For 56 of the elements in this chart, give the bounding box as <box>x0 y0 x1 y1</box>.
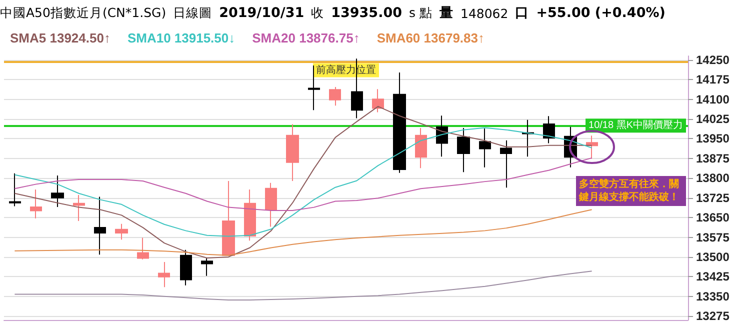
y-tick-label: 13650 <box>696 210 730 225</box>
candlestick <box>286 124 299 182</box>
y-tick-label: 13875 <box>696 151 730 166</box>
text: SMA60 13679.83↑ <box>376 30 484 46</box>
y-tick-label: 13500 <box>696 250 730 264</box>
y-tick-label: 13350 <box>696 289 730 304</box>
candlestick <box>393 72 406 174</box>
y-tick-label: 13425 <box>696 270 730 284</box>
candlestick <box>586 135 598 160</box>
y-tick-label: 13275 <box>696 309 730 324</box>
candlestick <box>415 127 427 169</box>
text: +55.00 (+0.40%) <box>536 5 666 21</box>
ref-line-label: 前高壓力位置 <box>316 64 376 76</box>
text: 148062 <box>460 6 508 20</box>
candlestick <box>137 237 149 260</box>
text: 收 <box>311 4 324 22</box>
candlestick <box>372 88 384 113</box>
candlestick <box>457 127 470 173</box>
candlestick <box>201 258 213 276</box>
chart-title: 中國A50指數近月(CN*1.SG) <box>0 4 166 22</box>
candlestick <box>222 180 235 256</box>
chart-subtitle: 日線圖 <box>173 4 212 22</box>
candlestick <box>265 182 277 228</box>
candlestick <box>30 188 42 219</box>
y-tick-label: 13800 <box>696 171 730 186</box>
candlestick <box>500 140 512 188</box>
text: 2019/10/31 <box>219 5 304 21</box>
annotation: 多空雙方互有往來．關鍵月線支撐不能跌破！ <box>578 178 679 203</box>
text: s 點 <box>409 4 432 22</box>
line-series <box>14 209 592 256</box>
candlestick <box>543 116 555 144</box>
candlestick <box>94 196 106 256</box>
y-tick-label: 14250 <box>696 52 730 67</box>
text: SMA20 13876.75↑ <box>252 30 360 46</box>
candlestick <box>51 175 64 208</box>
candlestick <box>180 249 192 286</box>
candlestick <box>479 128 491 168</box>
candlestick <box>244 188 256 242</box>
candlestick <box>115 223 128 240</box>
candlestick <box>329 86 341 106</box>
y-tick-label: 14100 <box>696 92 730 106</box>
ref-line-label: 10/18 黑K中關價壓力 <box>588 119 683 132</box>
text: 量 <box>440 4 454 22</box>
text: SMA10 13915.50↓ <box>127 30 236 46</box>
candlestick <box>9 172 21 207</box>
y-tick-label: 13725 <box>696 190 730 205</box>
y-tick-label: 13575 <box>696 230 730 244</box>
line-series <box>14 270 592 301</box>
y-tick-label: 13950 <box>696 132 730 146</box>
candlestick <box>158 261 170 288</box>
text: SMA5 13924.50↑ <box>10 30 110 46</box>
text: 13935.00 <box>331 5 402 21</box>
text: 口 <box>515 4 530 22</box>
y-tick-label: 14025 <box>696 112 730 126</box>
candlestick <box>73 194 85 222</box>
y-tick-label: 14175 <box>696 72 730 87</box>
